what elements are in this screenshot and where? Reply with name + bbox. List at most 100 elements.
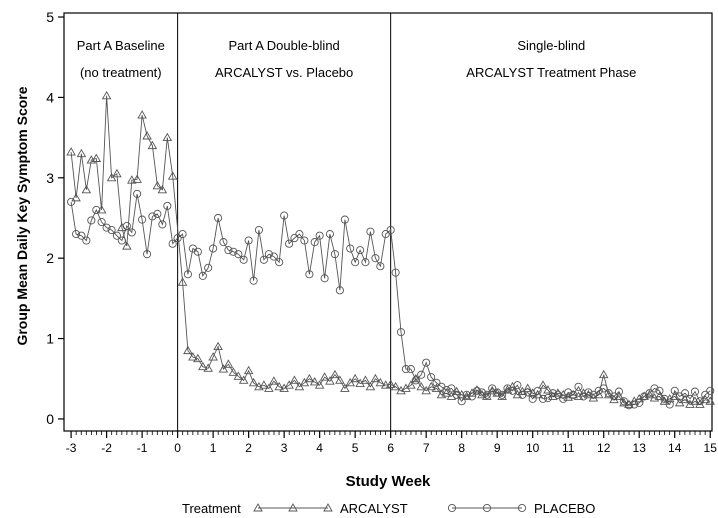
data-point: [167, 171, 178, 180]
data-point: [122, 241, 132, 250]
data-point: [305, 270, 314, 279]
data-point: [427, 373, 436, 382]
data-point: [228, 367, 239, 376]
legend-item-arcalyst: ARCALYST: [253, 501, 408, 516]
legend-marker: [288, 503, 298, 512]
data-point: [101, 90, 112, 100]
data-point: [584, 388, 593, 397]
phase-label-2-line2: ARCALYST Treatment Phase: [466, 65, 636, 80]
legend-marker: [447, 503, 457, 513]
data-point: [523, 388, 532, 397]
phase-dividers: [177, 13, 392, 431]
data-point: [168, 239, 177, 248]
data-point: [695, 397, 704, 406]
data-point: [472, 385, 482, 394]
data-point: [340, 383, 350, 392]
data-point: [238, 375, 249, 384]
legend-marker: [253, 503, 263, 512]
data-point: [503, 384, 512, 393]
data-point: [299, 377, 310, 387]
data-point: [315, 231, 324, 240]
data-point: [319, 372, 330, 381]
data-point: [345, 377, 355, 387]
data-point: [375, 377, 386, 387]
plot-border: [63, 12, 713, 432]
data-point: [289, 375, 300, 384]
data-point: [269, 376, 279, 385]
data-point: [548, 389, 557, 398]
x-tick-label: 0: [174, 441, 181, 455]
data-point: [102, 223, 111, 232]
data-point: [137, 110, 147, 119]
data-point: [304, 373, 315, 383]
data-point: [335, 286, 344, 295]
legend-marker: [482, 503, 492, 513]
legend-title: Treatment: [182, 501, 241, 516]
data-point: [310, 238, 319, 247]
data-point: [680, 394, 690, 404]
data-point: [243, 365, 254, 375]
data-point: [117, 236, 126, 245]
data-point: [477, 388, 486, 397]
data-point: [198, 271, 207, 280]
data-point: [259, 255, 268, 264]
data-point: [148, 212, 157, 221]
x-tick-label: 9: [494, 441, 501, 455]
data-point: [127, 175, 137, 184]
data-point: [594, 386, 603, 395]
data-point: [401, 365, 410, 374]
data-point: [71, 192, 81, 202]
data-point: [330, 250, 339, 259]
data-point: [254, 225, 263, 235]
data-point: [346, 244, 355, 253]
data-point: [157, 184, 168, 194]
data-point: [599, 384, 608, 393]
data-point: [203, 363, 213, 372]
data-point: [421, 385, 431, 395]
data-point: [680, 389, 690, 398]
legend-marker: [323, 503, 333, 512]
data-point: [553, 388, 563, 397]
data-point: [122, 221, 131, 231]
data-point: [87, 216, 96, 225]
data-point: [107, 225, 116, 235]
data-point: [498, 390, 507, 399]
data-point: [193, 247, 202, 256]
data-point: [153, 209, 162, 219]
data-point: [518, 390, 527, 399]
data-point: [508, 386, 517, 395]
data-point: [198, 361, 208, 371]
data-point: [533, 386, 542, 395]
data-point: [624, 401, 633, 410]
data-point: [82, 236, 91, 245]
data-point: [259, 380, 269, 389]
data-point: [112, 168, 122, 178]
data-point: [138, 215, 147, 224]
x-tick-label: 8: [458, 441, 465, 455]
data-point: [350, 373, 360, 383]
data-point: [244, 236, 253, 245]
data-point: [391, 268, 400, 277]
x-axis-label: Study Week: [346, 473, 431, 490]
x-tick-label: 11: [562, 441, 575, 455]
legend-label: PLACEBO: [534, 501, 595, 516]
data-point: [249, 276, 258, 285]
data-point: [234, 250, 243, 259]
data-point: [417, 370, 426, 379]
x-tick-label: 12: [597, 441, 611, 455]
phase-labels: Part A Baseline (no treatment) Part A Doub…: [77, 38, 637, 80]
data-point: [66, 147, 76, 156]
data-point: [325, 230, 334, 239]
data-point: [81, 184, 92, 194]
data-point: [654, 391, 665, 400]
data-point: [522, 383, 533, 392]
data-point: [67, 197, 76, 206]
data-point: [219, 238, 228, 247]
data-point: [426, 381, 436, 391]
phase-label-2-line1: Single-blind: [517, 38, 585, 53]
data-point: [670, 386, 679, 395]
data-point: [447, 384, 456, 393]
data-point: [239, 255, 248, 264]
y-tick-label: 0: [46, 411, 54, 427]
data-point: [223, 359, 234, 368]
